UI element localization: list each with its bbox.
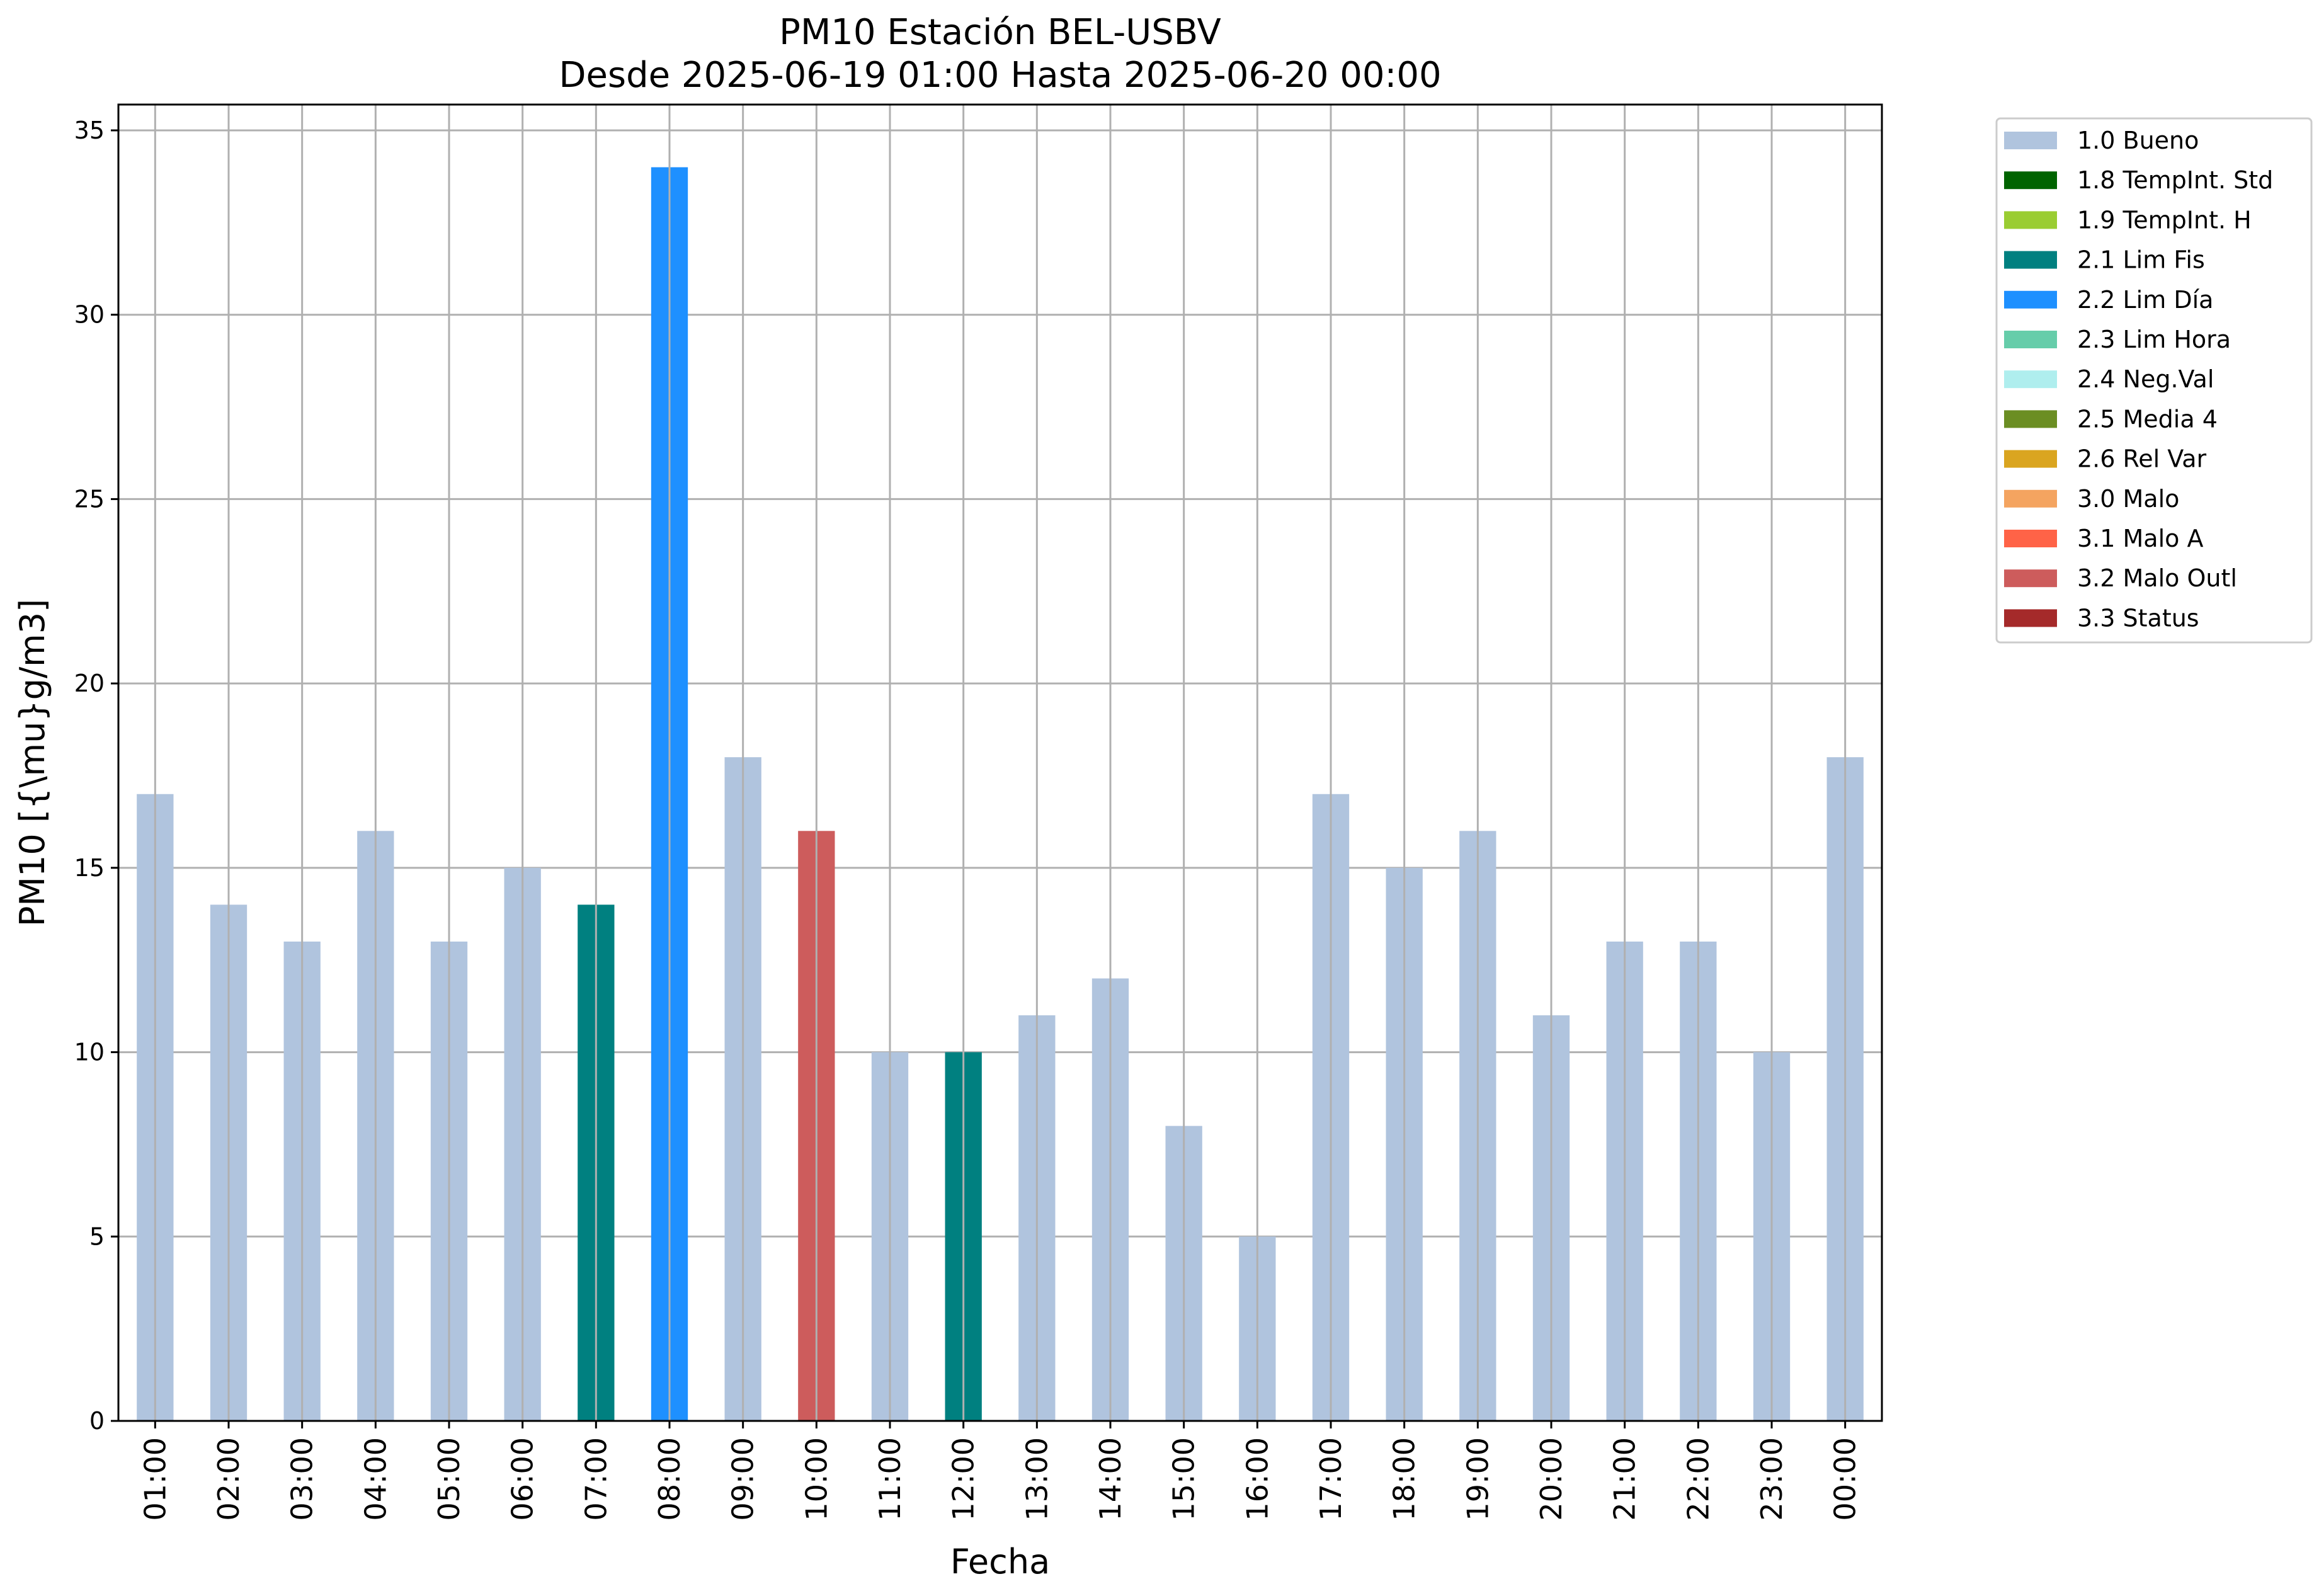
x-tick-label: 20:00 — [1534, 1437, 1568, 1521]
legend-swatch — [2004, 290, 2057, 309]
y-tick-label: 30 — [74, 301, 105, 329]
x-tick-label: 05:00 — [432, 1437, 466, 1521]
chart-title: PM10 Estación BEL-USBV — [779, 12, 1221, 53]
x-tick-label: 21:00 — [1608, 1437, 1642, 1521]
x-tick-label: 01:00 — [138, 1437, 172, 1521]
legend-label: 3.0 Malo — [2077, 485, 2179, 513]
x-tick-label: 03:00 — [285, 1437, 319, 1521]
y-tick-label: 25 — [74, 485, 105, 513]
y-tick-label: 20 — [74, 670, 105, 697]
legend-swatch — [2004, 410, 2057, 428]
x-tick-label: 16:00 — [1240, 1437, 1274, 1521]
legend-label: 1.9 TempInt. H — [2077, 206, 2252, 234]
y-tick-label: 5 — [89, 1223, 105, 1250]
chart-subtitle: Desde 2025-06-19 01:00 Hasta 2025-06-20 … — [559, 55, 1441, 96]
x-axis-ticks: 01:00 02:00 03:00 04:00 05:00 06:00 07:00 08:00… — [138, 1421, 1862, 1521]
legend-swatch — [2004, 609, 2057, 627]
x-tick-label: 23:00 — [1755, 1437, 1789, 1521]
y-axis-ticks: 0 5 10 15 20 25 30 35 — [74, 117, 118, 1435]
x-tick-label: 08:00 — [652, 1437, 687, 1521]
y-axis-label: PM10 [{\mu}g/m3] — [13, 599, 52, 926]
x-tick-label: 13:00 — [1020, 1437, 1054, 1521]
x-tick-label: 09:00 — [726, 1437, 760, 1521]
y-tick-label: 0 — [89, 1407, 105, 1435]
legend-label: 2.5 Media 4 — [2077, 405, 2218, 433]
y-gridlines — [118, 129, 1882, 1422]
x-tick-label: 15:00 — [1167, 1437, 1201, 1521]
legend-label: 1.8 TempInt. Std — [2077, 166, 2273, 194]
legend-swatch — [2004, 370, 2057, 389]
legend-label: 2.3 Lim Hora — [2077, 326, 2231, 353]
x-axis-label: Fecha — [950, 1542, 1050, 1582]
x-tick-label: 22:00 — [1681, 1437, 1715, 1521]
legend-label: 3.3 Status — [2077, 604, 2199, 632]
y-tick-label: 15 — [74, 854, 105, 882]
legend-swatch — [2004, 530, 2057, 547]
legend-swatch — [2004, 331, 2057, 348]
legend-label: 2.6 Rel Var — [2077, 445, 2207, 473]
x-tick-label: 11:00 — [873, 1437, 907, 1521]
x-tick-label: 12:00 — [947, 1437, 981, 1521]
legend-label: 1.0 Bueno — [2077, 127, 2199, 154]
bars — [137, 167, 1864, 1421]
x-tick-label: 18:00 — [1387, 1437, 1422, 1521]
x-tick-label: 06:00 — [506, 1437, 540, 1521]
plot-frame — [117, 103, 1883, 1422]
legend-swatch — [2004, 251, 2057, 269]
legend-label: 3.1 Malo A — [2077, 525, 2203, 552]
x-tick-label: 10:00 — [799, 1437, 833, 1521]
legend-frame — [1995, 117, 2313, 644]
x-tick-label: 14:00 — [1093, 1437, 1127, 1521]
legend-swatch — [2004, 489, 2057, 508]
x-tick-label: 07:00 — [579, 1437, 613, 1521]
gridlines-overlay — [154, 105, 1847, 1421]
legend-label: 3.2 Malo Outl — [2077, 564, 2237, 592]
legend-label: 2.2 Lim Día — [2077, 286, 2213, 314]
y-tick-label: 10 — [74, 1039, 105, 1066]
legend-swatch — [2004, 132, 2057, 149]
x-tick-label: 17:00 — [1314, 1437, 1348, 1521]
x-tick-label: 02:00 — [212, 1437, 246, 1521]
legend-swatch — [2004, 211, 2057, 229]
x-tick-label: 00:00 — [1828, 1437, 1862, 1521]
legend-label: 2.4 Neg.Val — [2077, 365, 2214, 393]
y-tick-label: 35 — [74, 117, 105, 144]
x-tick-label: 19:00 — [1461, 1437, 1495, 1521]
legend-label: 2.1 Lim Fis — [2077, 246, 2205, 274]
legend: 1.0 Bueno 1.8 TempInt. Std 1.9 TempInt. H 2… — [1995, 117, 2313, 644]
x-tick-label: 04:00 — [358, 1437, 392, 1521]
legend-swatch — [2004, 450, 2057, 468]
legend-swatch — [2004, 569, 2057, 588]
legend-swatch — [2004, 171, 2057, 190]
